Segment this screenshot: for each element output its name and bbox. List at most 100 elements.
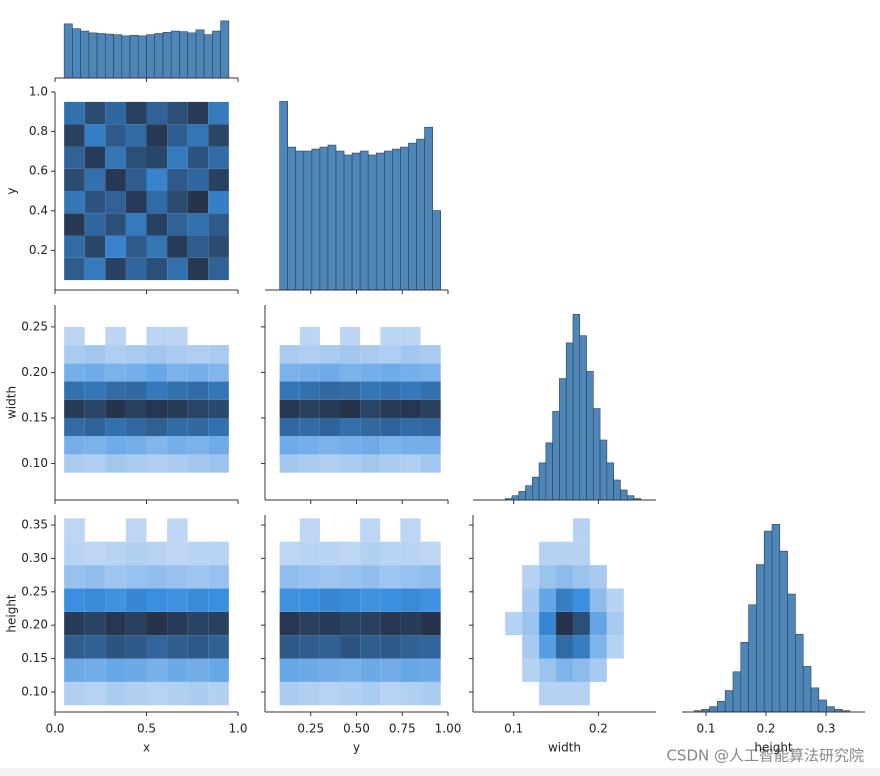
hist2d-cell: [606, 635, 624, 659]
hist2d-cell: [84, 399, 106, 418]
x-axis-label: x: [143, 741, 150, 755]
hist2d-cell: [64, 146, 85, 169]
hist-bar: [335, 150, 345, 291]
hist2d-cell: [84, 454, 106, 473]
x-axis-label: width: [548, 741, 581, 755]
y-tick-label: 0.15: [21, 410, 48, 424]
hist2d-cell: [589, 565, 607, 589]
hist-bar: [220, 20, 230, 79]
hist2d-cell: [64, 454, 85, 473]
hist2d-cell: [420, 541, 441, 566]
hist2d-cell: [125, 213, 147, 236]
hist2d-cell: [125, 436, 147, 455]
hist-bar: [787, 593, 796, 713]
hist2d-cell: [105, 417, 126, 437]
hist2d-cell: [146, 101, 168, 125]
hist2d-cell: [84, 611, 106, 636]
hist2d-cell: [299, 611, 320, 636]
hist2d-cell: [64, 168, 85, 191]
hist-bar: [392, 148, 401, 291]
hist-bar: [538, 462, 547, 501]
hist2d-cell: [167, 381, 188, 400]
hist2d-cell: [146, 417, 168, 437]
hist2d-cell: [208, 588, 229, 612]
hist2d-cell: [279, 635, 300, 659]
hist2d-cell: [340, 454, 361, 473]
hist2d-cell: [380, 565, 401, 589]
hist2d-cell: [589, 658, 607, 682]
hist2d-cell: [167, 518, 188, 542]
hist2d-cell: [279, 436, 300, 455]
hist2d-cell: [360, 681, 381, 706]
hist2d-cell: [279, 541, 300, 566]
hist2d-cell: [105, 191, 126, 214]
hist2d-cell: [84, 565, 106, 589]
hist2d-cell: [84, 257, 106, 281]
hist2d-cell: [84, 658, 106, 682]
hist2d-cell: [299, 381, 320, 400]
hist2d-cell: [279, 363, 300, 382]
hist2d-cell: [146, 681, 168, 706]
hist2d-cell: [299, 588, 320, 612]
hist-bar: [599, 439, 608, 501]
hist-bar: [408, 142, 417, 291]
hist2d-cell: [187, 363, 209, 382]
hist2d-cell: [572, 681, 590, 706]
hist2d-cell: [187, 146, 209, 169]
hist2d-cell: [522, 611, 540, 636]
hist-bar: [212, 30, 221, 79]
hist2d-cell: [208, 146, 229, 169]
hist-bar: [162, 31, 172, 79]
hist2d-cell: [556, 565, 573, 589]
hist2d-cell: [522, 565, 540, 589]
hist-bar: [295, 150, 305, 291]
hist2d-cell: [84, 345, 106, 364]
hist2d-cell: [105, 635, 126, 659]
hist2d-cell: [187, 257, 209, 281]
hist-bar: [626, 495, 635, 501]
hist2d-cell: [125, 146, 147, 169]
hist2d-cell: [420, 658, 441, 682]
hist2d-cell: [380, 541, 401, 566]
hist2d-cell: [556, 681, 573, 706]
hist2d-cell: [380, 681, 401, 706]
hist2d-cell: [84, 436, 106, 455]
hist2d-cell: [420, 681, 441, 706]
hist-bar: [709, 706, 718, 713]
hist-bar: [343, 154, 353, 291]
hist2d-cell: [400, 611, 421, 636]
y-tick-label: 0.15: [21, 651, 48, 665]
hist2d-cell: [340, 381, 361, 400]
hist2d-cell: [380, 454, 401, 473]
hist2d-cell: [299, 518, 320, 542]
hist2d-cell: [146, 399, 168, 418]
hist2d-cell: [64, 213, 85, 236]
hist2d-cell: [187, 399, 209, 418]
hist2d-cell: [505, 611, 523, 636]
hist2d-cell: [572, 611, 590, 636]
hist2d-cell: [208, 363, 229, 382]
hist2d-cell: [64, 518, 85, 542]
hist2d-cell: [64, 345, 85, 364]
hist-bar: [424, 126, 433, 291]
hist2d-cell: [167, 611, 188, 636]
hist2d-cell: [606, 588, 624, 612]
hist2d-cell: [420, 363, 441, 382]
hist-bar: [359, 150, 369, 291]
hist2d-cell: [64, 381, 85, 400]
hist2d-cell: [64, 681, 85, 706]
y-tick-label: 0.25: [21, 319, 48, 333]
hist2d-cell: [319, 345, 341, 364]
hist2d-cell: [400, 635, 421, 659]
hist2d-cell: [279, 681, 300, 706]
hist2d-cell: [84, 101, 106, 125]
hist2d-cell: [84, 191, 106, 214]
hist2d-cell: [105, 454, 126, 473]
hist2d-cell: [589, 588, 607, 612]
hist-bar: [121, 35, 131, 79]
x-tick-label: 0.3: [816, 722, 835, 736]
hist2d-cell: [125, 381, 147, 400]
y-tick-label: 0.8: [29, 124, 48, 138]
hist2d-cell: [167, 399, 188, 418]
hist2d-cell: [400, 454, 421, 473]
